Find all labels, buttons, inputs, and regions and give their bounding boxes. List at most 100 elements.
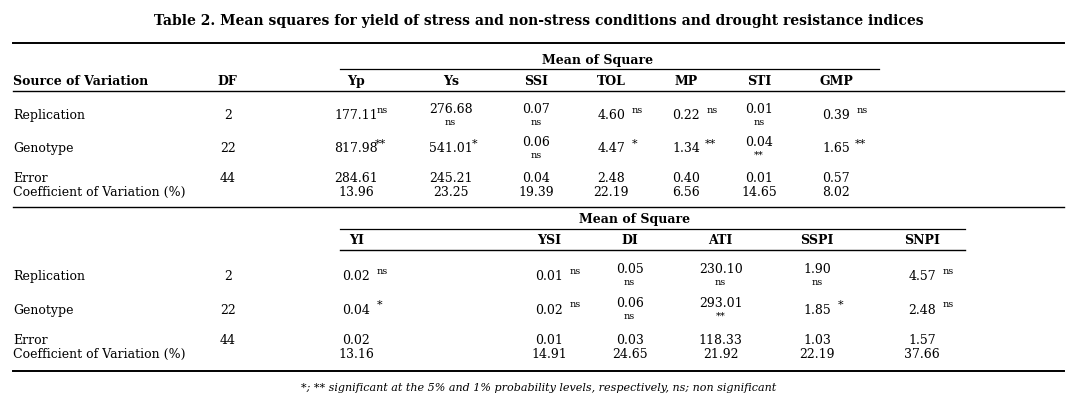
Text: DF: DF <box>218 75 238 88</box>
Text: 0.22: 0.22 <box>672 109 700 122</box>
Text: Error: Error <box>14 335 48 347</box>
Text: 22.19: 22.19 <box>593 186 629 199</box>
Text: Genotype: Genotype <box>14 142 74 155</box>
Text: **: ** <box>375 139 386 148</box>
Text: **: ** <box>704 139 715 148</box>
Text: TOL: TOL <box>597 75 626 88</box>
Text: 0.02: 0.02 <box>535 304 563 317</box>
Text: 13.16: 13.16 <box>338 348 375 361</box>
Text: 293.01: 293.01 <box>699 297 742 310</box>
Text: 0.01: 0.01 <box>745 172 773 185</box>
Text: ns: ns <box>856 106 868 115</box>
Text: 37.66: 37.66 <box>905 348 940 361</box>
Text: ns: ns <box>570 267 581 276</box>
Text: ns: ns <box>942 267 953 276</box>
Text: ns: ns <box>942 301 953 310</box>
Text: Error: Error <box>14 172 48 185</box>
Text: 2.48: 2.48 <box>908 304 936 317</box>
Text: 4.60: 4.60 <box>598 109 626 122</box>
Text: 541.01: 541.01 <box>429 142 473 155</box>
Text: 284.61: 284.61 <box>335 172 378 185</box>
Text: 177.11: 177.11 <box>335 109 378 122</box>
Text: 0.01: 0.01 <box>535 270 563 283</box>
Text: Ys: Ys <box>443 75 459 88</box>
Text: 14.91: 14.91 <box>531 348 568 361</box>
Text: 44: 44 <box>220 335 236 347</box>
Text: 2.48: 2.48 <box>598 172 626 185</box>
Text: 14.65: 14.65 <box>741 186 778 199</box>
Text: SSI: SSI <box>524 75 548 88</box>
Text: ns: ns <box>377 267 388 276</box>
Text: 245.21: 245.21 <box>429 172 473 185</box>
Text: 0.02: 0.02 <box>342 270 370 283</box>
Text: Source of Variation: Source of Variation <box>14 75 149 88</box>
Text: ns: ns <box>570 301 581 310</box>
Text: *: * <box>377 300 382 310</box>
Text: MP: MP <box>674 75 698 88</box>
Text: 118.33: 118.33 <box>699 335 742 347</box>
Text: 0.06: 0.06 <box>522 136 550 149</box>
Text: 23.25: 23.25 <box>433 186 468 199</box>
Text: **: ** <box>754 151 764 160</box>
Text: ns: ns <box>377 106 388 115</box>
Text: 22: 22 <box>220 142 236 155</box>
Text: 2: 2 <box>224 270 232 283</box>
Text: ATI: ATI <box>709 234 732 247</box>
Text: 22.19: 22.19 <box>799 348 835 361</box>
Text: 6.56: 6.56 <box>672 186 700 199</box>
Text: 0.04: 0.04 <box>342 304 370 317</box>
Text: 0.04: 0.04 <box>522 172 550 185</box>
Text: 44: 44 <box>220 172 236 185</box>
Text: ns: ns <box>811 278 823 287</box>
Text: Replication: Replication <box>14 270 85 283</box>
Text: 0.01: 0.01 <box>745 103 773 116</box>
Text: Coefficient of Variation (%): Coefficient of Variation (%) <box>14 348 186 361</box>
Text: ns: ns <box>531 118 542 127</box>
Text: 8.02: 8.02 <box>823 186 850 199</box>
Text: 0.04: 0.04 <box>745 136 773 149</box>
Text: *: * <box>838 300 843 310</box>
Text: ns: ns <box>445 118 457 127</box>
Text: 21.92: 21.92 <box>703 348 739 361</box>
Text: 4.47: 4.47 <box>598 142 626 155</box>
Text: GMP: GMP <box>820 75 853 88</box>
Text: 0.01: 0.01 <box>535 335 563 347</box>
Text: 0.02: 0.02 <box>342 335 370 347</box>
Text: 817.98: 817.98 <box>335 142 378 155</box>
Text: 0.57: 0.57 <box>823 172 850 185</box>
Text: Mean of Square: Mean of Square <box>542 54 653 67</box>
Text: 2: 2 <box>224 109 232 122</box>
Text: Replication: Replication <box>14 109 85 122</box>
Text: Yp: Yp <box>348 75 365 88</box>
Text: 4.57: 4.57 <box>908 270 936 283</box>
Text: SNPI: SNPI <box>904 234 940 247</box>
Text: 1.34: 1.34 <box>672 142 700 155</box>
Text: 1.85: 1.85 <box>803 304 831 317</box>
Text: STI: STI <box>747 75 771 88</box>
Text: 1.03: 1.03 <box>803 335 831 347</box>
Text: ns: ns <box>631 106 643 115</box>
Text: 0.06: 0.06 <box>616 297 644 310</box>
Text: YSI: YSI <box>537 234 561 247</box>
Text: 276.68: 276.68 <box>429 103 473 116</box>
Text: 19.39: 19.39 <box>518 186 555 199</box>
Text: DI: DI <box>621 234 638 247</box>
Text: 1.65: 1.65 <box>823 142 850 155</box>
Text: Table 2. Mean squares for yield of stress and non-stress conditions and drought : Table 2. Mean squares for yield of stres… <box>154 14 923 28</box>
Text: SSPI: SSPI <box>800 234 834 247</box>
Text: Mean of Square: Mean of Square <box>579 213 690 226</box>
Text: ns: ns <box>624 312 635 321</box>
Text: 1.90: 1.90 <box>803 263 831 276</box>
Text: 22: 22 <box>220 304 236 317</box>
Text: 0.07: 0.07 <box>522 103 550 116</box>
Text: *: * <box>472 139 477 148</box>
Text: 13.96: 13.96 <box>338 186 374 199</box>
Text: 0.39: 0.39 <box>823 109 850 122</box>
Text: ns: ns <box>754 118 765 127</box>
Text: 0.05: 0.05 <box>616 263 643 276</box>
Text: ns: ns <box>531 151 542 160</box>
Text: 230.10: 230.10 <box>699 263 742 276</box>
Text: 0.03: 0.03 <box>616 335 644 347</box>
Text: **: ** <box>854 139 866 148</box>
Text: *; ** significant at the 5% and 1% probability levels, respectively, ns; non sig: *; ** significant at the 5% and 1% proba… <box>300 383 777 393</box>
